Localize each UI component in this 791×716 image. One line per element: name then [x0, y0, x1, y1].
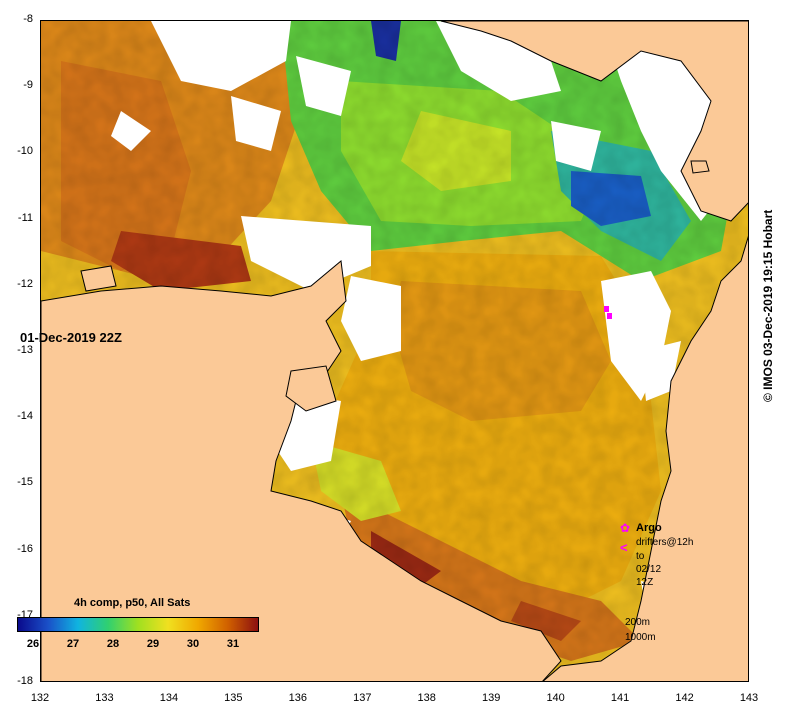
lon-tick-label: 142 — [675, 692, 694, 704]
drifter-arrow-icon: < — [620, 540, 628, 555]
lon-tick-label: 136 — [288, 692, 307, 704]
lon-tick-label: 132 — [30, 692, 50, 704]
sst-colorbar — [17, 617, 259, 632]
drifters-label: drifters@12h — [636, 537, 694, 548]
map-timestamp: 01-Dec-2019 22Z — [20, 330, 122, 345]
lon-tick-label: 135 — [224, 692, 243, 704]
lon-tick-label: 137 — [353, 692, 372, 704]
lat-tick-label: -12 — [17, 277, 33, 290]
colorbar-tick-label: 30 — [186, 638, 200, 650]
lat-tick-label: -18 — [17, 675, 33, 687]
colorbar-tick-label: 27 — [66, 638, 80, 650]
lat-tick-label: -14 — [17, 410, 33, 423]
lon-tick-label: 133 — [95, 692, 114, 704]
colorbar-tick-label: 28 — [106, 638, 120, 650]
lat-tick-label: -16 — [17, 542, 33, 555]
colorbar-tick-label: 29 — [146, 638, 160, 650]
lon-tick-label: 134 — [159, 692, 179, 704]
argo-marker-icon: ✿ — [620, 521, 631, 535]
lon-tick-label: 140 — [546, 692, 565, 704]
lon-tick-label: 141 — [610, 692, 630, 704]
lat-tick-label: -13 — [17, 344, 33, 356]
sst-map-canvas — [41, 21, 748, 681]
lat-tick-label: -11 — [17, 211, 33, 224]
lon-tick-label: 138 — [417, 692, 436, 704]
colorbar-title: 4h comp, p50, All Sats — [74, 597, 191, 609]
depth-1000-label: 1000m — [625, 632, 656, 643]
argo-floats — [604, 306, 612, 319]
land — [41, 21, 748, 681]
lon-tick-label: 139 — [481, 692, 501, 704]
imos-credit: © IMOS 03-Dec-2019 19:15 Hobart — [761, 209, 775, 402]
lat-tick-label: -9 — [23, 79, 33, 92]
drifters-range: to 02/12 12Z — [636, 551, 662, 588]
lat-tick-label: -10 — [17, 145, 33, 158]
lat-tick-label: -15 — [17, 476, 33, 489]
argo-label: Argo — [636, 522, 662, 534]
colorbar-tick-label: 26 — [26, 638, 40, 650]
sst-map — [40, 20, 749, 682]
lon-tick-label: 143 — [739, 692, 759, 704]
lat-tick-label: -8 — [23, 13, 33, 25]
colorbar-tick-label: 31 — [226, 638, 240, 650]
depth-200-label: 200m — [625, 617, 651, 628]
